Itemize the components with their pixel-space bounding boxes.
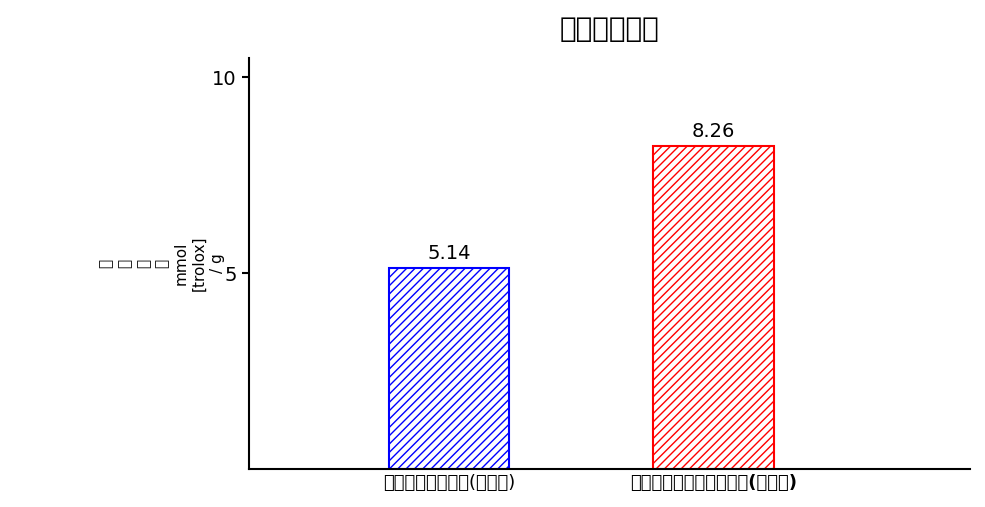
Text: 8.26: 8.26 bbox=[691, 122, 735, 141]
Title: 抗酸化活性度: 抗酸化活性度 bbox=[559, 15, 659, 43]
Bar bbox=[389, 268, 509, 469]
Text: 抗
酸
化
度
mmol
[trolox]
/ g: 抗 酸 化 度 mmol [trolox] / g bbox=[98, 236, 226, 291]
Bar bbox=[653, 146, 773, 469]
Text: 5.14: 5.14 bbox=[427, 244, 471, 263]
